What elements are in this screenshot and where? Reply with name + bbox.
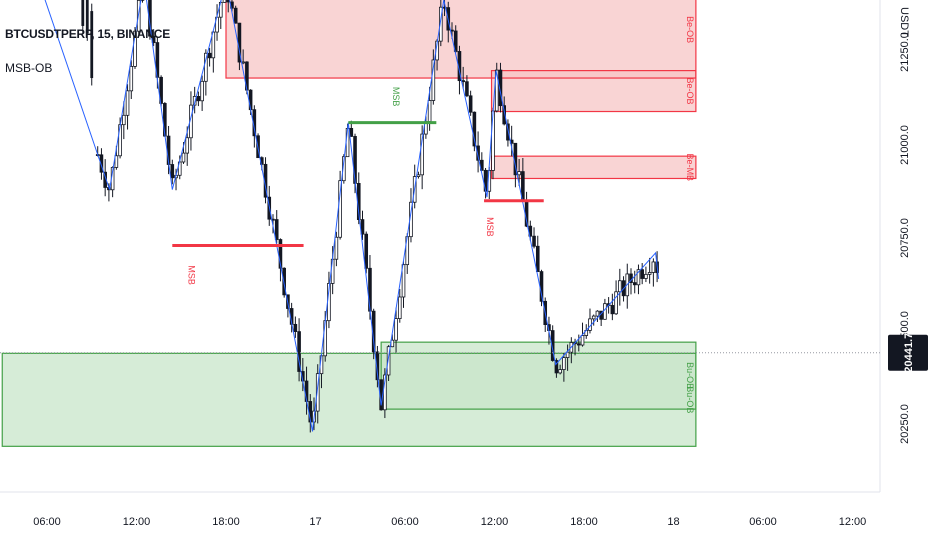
candle-body [615, 292, 618, 314]
candle-body [395, 319, 398, 341]
candle-body [130, 66, 133, 90]
candle-body [201, 81, 204, 100]
candle-body [466, 82, 469, 96]
symbol-title[interactable]: BTCUSDTPERP, 15, BINANCE [5, 27, 170, 41]
order-block-label: Be-OB [685, 16, 695, 43]
candle-body [417, 175, 420, 177]
candle-body [469, 96, 472, 112]
candle-body [90, 11, 93, 78]
candle-body [562, 358, 565, 370]
candle-body [223, 0, 226, 2]
order-block-label: Bu-OB [685, 386, 695, 413]
candle-body [603, 304, 606, 320]
candle-body [577, 344, 580, 345]
candle-body [275, 220, 278, 240]
candle-body [462, 81, 465, 82]
time-tick-label: 06:00 [749, 516, 777, 528]
candle-body [126, 91, 129, 115]
candle-body [186, 138, 189, 153]
candle-body [361, 220, 364, 235]
price-tick-label: 20250.0 [899, 404, 911, 444]
candle-body [182, 153, 185, 162]
candle-body [648, 272, 651, 274]
order-block-bear-2 [492, 71, 696, 112]
price-tick-label: 20750.0 [899, 218, 911, 258]
price-tick-label: 21250.0 [899, 32, 911, 72]
candle-body [242, 62, 245, 63]
time-tick-label: 12:00 [481, 516, 509, 528]
time-tick-label: 12:00 [123, 516, 151, 528]
candle-body [398, 297, 401, 319]
time-tick-label: 12:00 [839, 516, 867, 528]
candle-body [592, 316, 595, 319]
order-block-label: Be-OB [685, 78, 695, 105]
candle-body [611, 305, 614, 313]
candle-body [633, 283, 636, 285]
candle-body [171, 165, 174, 178]
candle-body [618, 281, 621, 292]
time-tick-label: 18:00 [570, 516, 598, 528]
order-block-label: Be-MB [685, 154, 695, 182]
indicator-legend[interactable]: MSB-OB [5, 61, 52, 75]
candle-body [428, 101, 431, 122]
time-tick-label: 18:00 [212, 516, 240, 528]
msb-label: MSB [485, 217, 495, 237]
msb-label: MSB [187, 265, 197, 285]
candle-body [294, 324, 297, 331]
candle-body [596, 311, 599, 316]
candle-body [518, 172, 521, 175]
candle-body [652, 262, 655, 273]
candle-body [350, 128, 353, 136]
msb-label: MSB [391, 87, 401, 107]
time-tick-label: 17 [309, 516, 321, 528]
candle-body [208, 53, 211, 58]
candle-body [81, 0, 84, 26]
candle-body [365, 234, 368, 268]
candle-body [234, 8, 237, 23]
candle-body [641, 270, 644, 279]
candle-body [533, 236, 536, 246]
candle-body [536, 246, 539, 271]
time-tick-label: 18 [667, 516, 679, 528]
candle-body [645, 274, 648, 278]
order-block-label: Bu-OB [685, 362, 695, 389]
candle-body [197, 96, 200, 100]
candle-body [559, 370, 562, 373]
candle-body [122, 115, 125, 124]
current-price-value: 20441.7 [903, 333, 915, 373]
candle-body [581, 336, 584, 346]
price-tick-label: 21000.0 [899, 125, 911, 165]
time-tick-label: 06:00 [33, 516, 61, 528]
candle-body [335, 237, 338, 259]
time-tick-label: 06:00 [391, 516, 419, 528]
